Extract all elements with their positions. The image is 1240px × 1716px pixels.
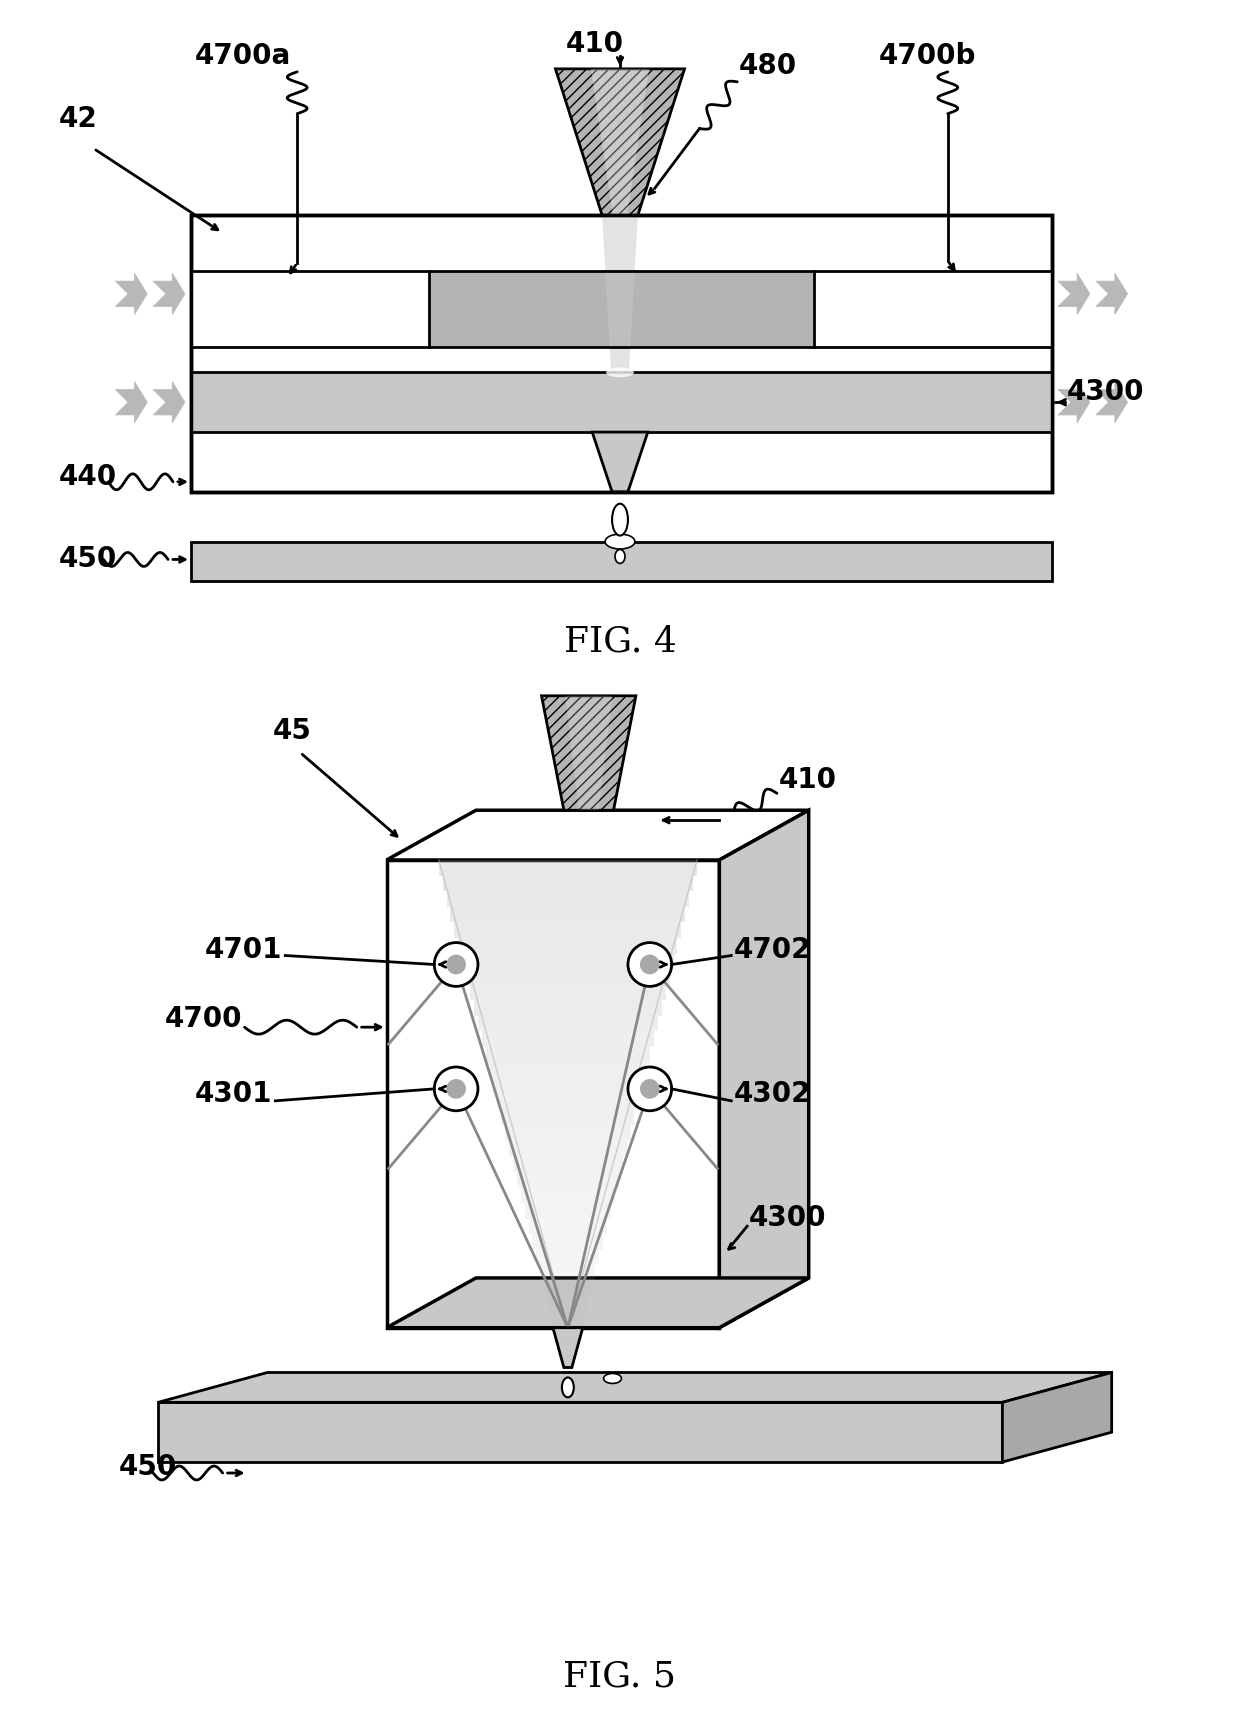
Text: 4300: 4300 xyxy=(1066,378,1145,407)
Text: 4701: 4701 xyxy=(205,935,283,964)
Text: 42: 42 xyxy=(58,105,98,132)
Text: 4700b: 4700b xyxy=(879,41,977,70)
Bar xyxy=(191,372,1052,432)
Text: 450: 450 xyxy=(58,546,117,573)
Polygon shape xyxy=(115,273,148,314)
Polygon shape xyxy=(1058,381,1090,422)
Ellipse shape xyxy=(604,1373,621,1383)
Bar xyxy=(191,542,1052,582)
Polygon shape xyxy=(115,381,148,422)
Circle shape xyxy=(434,942,477,987)
Ellipse shape xyxy=(613,505,627,535)
Polygon shape xyxy=(154,381,185,422)
Polygon shape xyxy=(591,69,649,214)
Text: FIG. 5: FIG. 5 xyxy=(563,1659,677,1694)
Bar xyxy=(813,271,1052,348)
Bar xyxy=(191,271,1052,348)
Circle shape xyxy=(446,1079,466,1098)
Polygon shape xyxy=(1002,1373,1112,1462)
Text: 4301: 4301 xyxy=(195,1079,273,1109)
Polygon shape xyxy=(719,810,808,1328)
Circle shape xyxy=(627,1067,672,1110)
Polygon shape xyxy=(603,214,637,372)
Text: 4700a: 4700a xyxy=(195,41,290,70)
Circle shape xyxy=(640,1079,660,1098)
Text: 4302: 4302 xyxy=(734,1079,812,1109)
Bar xyxy=(387,860,719,1328)
Polygon shape xyxy=(1058,273,1090,314)
Text: 45: 45 xyxy=(273,717,311,745)
Bar xyxy=(191,271,429,348)
Text: 410: 410 xyxy=(567,29,624,58)
Ellipse shape xyxy=(615,549,625,563)
Text: 4700: 4700 xyxy=(165,1006,243,1033)
Polygon shape xyxy=(593,432,647,492)
Bar xyxy=(191,214,1052,492)
Polygon shape xyxy=(1096,273,1127,314)
Text: 4702: 4702 xyxy=(734,935,812,964)
Circle shape xyxy=(446,954,466,975)
Polygon shape xyxy=(542,695,636,810)
Polygon shape xyxy=(159,1373,1112,1402)
Text: 4300: 4300 xyxy=(749,1205,827,1232)
Polygon shape xyxy=(556,69,684,214)
Polygon shape xyxy=(553,1328,583,1368)
Circle shape xyxy=(434,1067,477,1110)
Ellipse shape xyxy=(562,1378,574,1397)
Polygon shape xyxy=(565,695,613,810)
Text: 410: 410 xyxy=(779,767,837,795)
Polygon shape xyxy=(387,1278,808,1328)
Text: FIG. 4: FIG. 4 xyxy=(563,625,677,657)
Ellipse shape xyxy=(605,534,635,549)
Circle shape xyxy=(640,954,660,975)
Circle shape xyxy=(627,942,672,987)
Text: 450: 450 xyxy=(118,1453,176,1481)
Text: 480: 480 xyxy=(739,51,797,81)
Bar xyxy=(191,214,1052,492)
Polygon shape xyxy=(154,273,185,314)
Polygon shape xyxy=(387,810,808,860)
Polygon shape xyxy=(1096,381,1127,422)
Text: 440: 440 xyxy=(58,463,117,491)
Ellipse shape xyxy=(606,367,634,378)
Polygon shape xyxy=(159,1402,1002,1462)
